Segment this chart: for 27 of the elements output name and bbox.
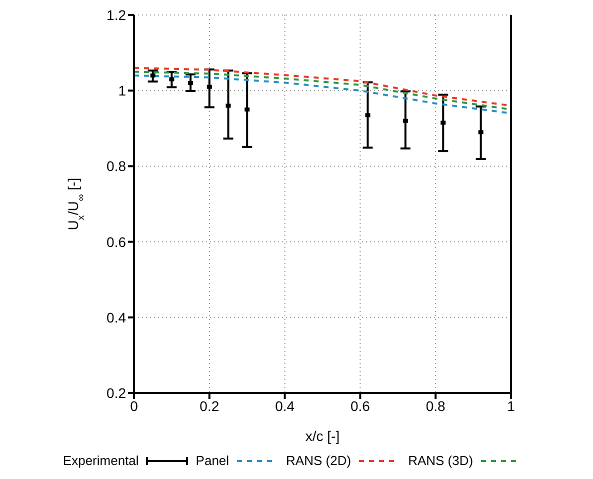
point (402, 118, 408, 123)
y-tick-label: 1 (118, 82, 126, 99)
point (188, 81, 194, 86)
point (206, 84, 212, 89)
legend-label: Panel (196, 453, 230, 468)
x-tick-label: 0.2 (200, 398, 220, 414)
y-tick-label: 0.8 (106, 158, 126, 174)
point (365, 113, 370, 118)
y-tick-label: 0.6 (106, 234, 126, 250)
point (226, 104, 231, 108)
legend-label: Experimental (62, 453, 139, 468)
y-tick-label: 0.2 (106, 384, 126, 401)
x-tick-label: 1 (507, 398, 516, 414)
point (244, 108, 250, 112)
point (478, 130, 484, 134)
x-axis-title: x/c [-] (305, 428, 340, 444)
legend-label: RANS (3D) (408, 453, 474, 468)
x-tick-label: 0.6 (350, 398, 370, 414)
y-tick-label: 0.4 (106, 309, 126, 326)
x-tick-label: 0.4 (275, 398, 295, 414)
point (169, 77, 174, 82)
y-tick-label: 1.2 (106, 6, 126, 23)
x-tick-label: 0 (130, 398, 138, 414)
point (150, 73, 156, 78)
x-tick-label: 0.8 (426, 398, 446, 414)
legend-label: RANS (2D) (286, 453, 352, 468)
point (440, 120, 446, 125)
